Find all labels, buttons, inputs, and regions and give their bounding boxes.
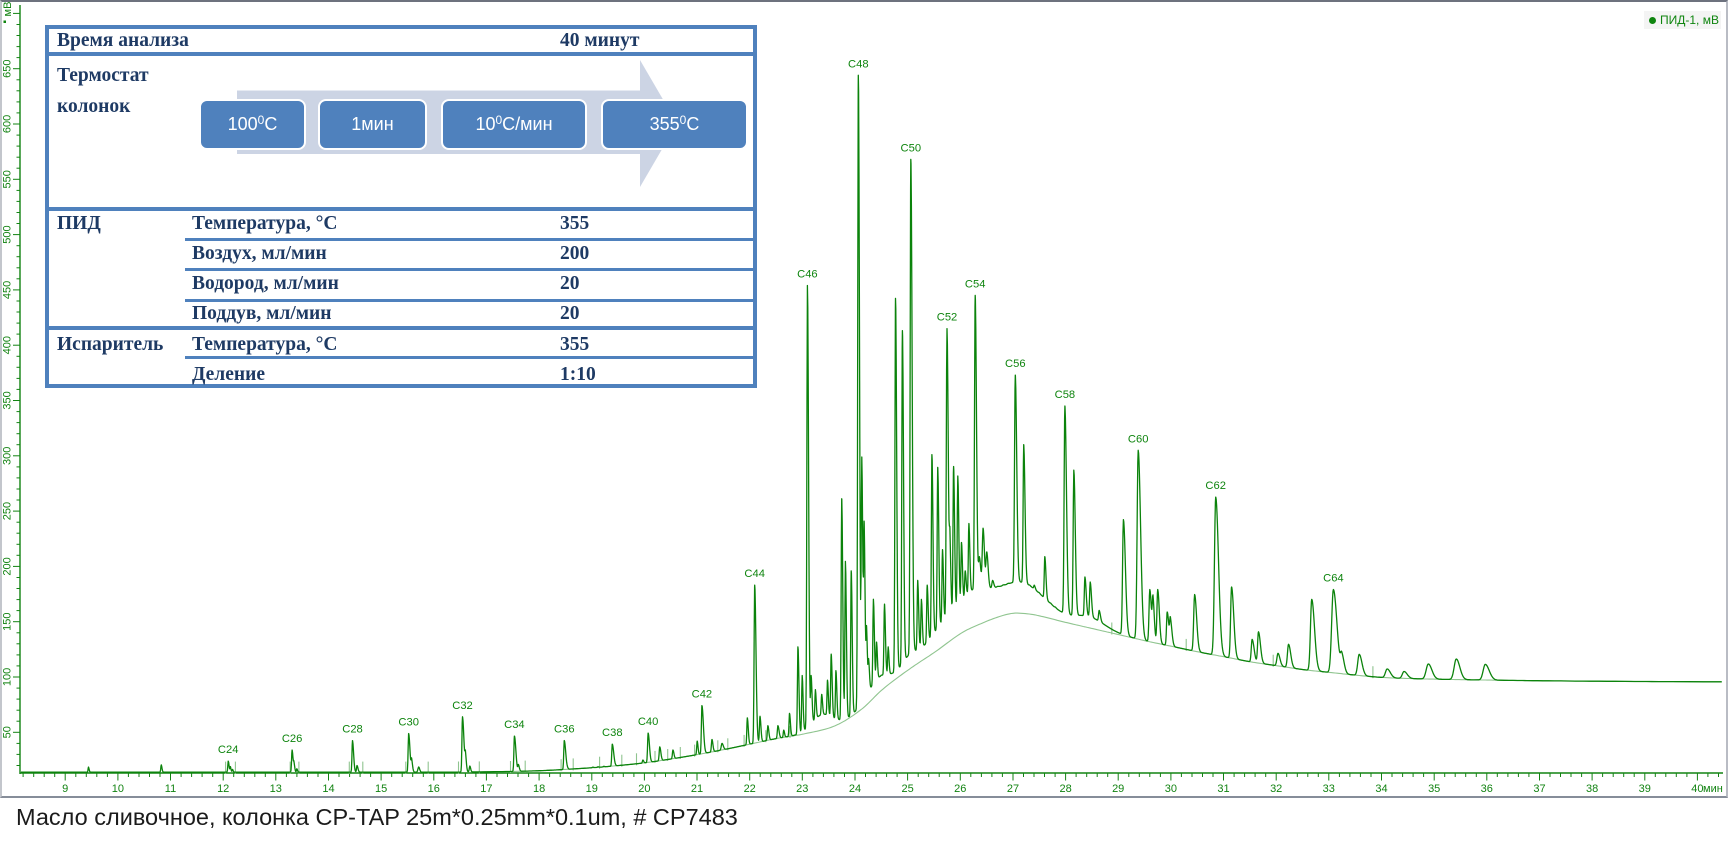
svg-text:25: 25	[901, 783, 913, 795]
svg-text:650: 650	[2, 60, 14, 78]
svg-text:12: 12	[217, 783, 229, 795]
svg-text:18: 18	[533, 783, 545, 795]
svg-text:16: 16	[428, 783, 440, 795]
svg-text:100: 100	[2, 668, 14, 686]
svg-text:22: 22	[744, 783, 756, 795]
svg-text:23: 23	[796, 783, 808, 795]
svg-text:350: 350	[2, 391, 14, 409]
svg-text:C64: C64	[1323, 573, 1344, 585]
svg-text:19: 19	[586, 783, 598, 795]
svg-text:34: 34	[1375, 783, 1387, 795]
svg-text:C24: C24	[218, 744, 239, 756]
svg-text:C60: C60	[1128, 433, 1149, 445]
svg-text:C44: C44	[744, 568, 765, 580]
svg-text:C56: C56	[1005, 358, 1026, 370]
svg-text:C34: C34	[504, 719, 525, 731]
svg-text:31: 31	[1217, 783, 1229, 795]
svg-text:C42: C42	[692, 689, 713, 701]
svg-text:20: 20	[638, 783, 650, 795]
svg-text:14: 14	[322, 783, 334, 795]
svg-text:28: 28	[1059, 783, 1071, 795]
svg-text:C54: C54	[965, 278, 986, 290]
svg-text:40: 40	[1691, 783, 1703, 795]
svg-text:36: 36	[1481, 783, 1493, 795]
svg-text:C30: C30	[398, 717, 419, 729]
svg-text:C40: C40	[638, 716, 659, 728]
svg-text:30: 30	[1165, 783, 1177, 795]
svg-text:C32: C32	[452, 700, 473, 712]
svg-text:32: 32	[1270, 783, 1282, 795]
svg-text:450: 450	[2, 281, 14, 299]
svg-text:600: 600	[2, 115, 14, 133]
svg-text:10: 10	[112, 783, 124, 795]
svg-text:C28: C28	[342, 724, 363, 736]
svg-text:9: 9	[62, 783, 68, 795]
svg-text:C62: C62	[1205, 480, 1226, 492]
svg-text:C38: C38	[602, 727, 623, 739]
svg-text:39: 39	[1639, 783, 1651, 795]
svg-text:27: 27	[1007, 783, 1019, 795]
svg-text:C50: C50	[901, 142, 922, 154]
svg-text:C58: C58	[1055, 389, 1076, 401]
svg-text:C36: C36	[554, 724, 575, 736]
svg-text:мин: мин	[1703, 783, 1723, 795]
svg-text:C48: C48	[848, 58, 869, 70]
svg-text:550: 550	[2, 170, 14, 188]
svg-text:мВ: мВ	[2, 2, 14, 17]
svg-text:500: 500	[2, 225, 14, 243]
svg-text:400: 400	[2, 336, 14, 354]
svg-text:250: 250	[2, 502, 14, 520]
svg-text:300: 300	[2, 447, 14, 465]
svg-text:150: 150	[2, 613, 14, 631]
svg-text:17: 17	[480, 783, 492, 795]
svg-text:35: 35	[1428, 783, 1440, 795]
svg-text:24: 24	[849, 783, 861, 795]
svg-text:200: 200	[2, 557, 14, 575]
svg-text:50: 50	[2, 726, 14, 738]
svg-text:C52: C52	[937, 312, 958, 324]
svg-text:C26: C26	[282, 733, 303, 745]
svg-text:26: 26	[954, 783, 966, 795]
svg-text:13: 13	[270, 783, 282, 795]
svg-text:C46: C46	[797, 269, 818, 281]
svg-text:11: 11	[165, 783, 176, 795]
svg-text:33: 33	[1323, 783, 1335, 795]
svg-text:29: 29	[1112, 783, 1124, 795]
svg-text:38: 38	[1586, 783, 1598, 795]
svg-text:15: 15	[375, 783, 387, 795]
svg-text:21: 21	[691, 783, 703, 795]
svg-text:37: 37	[1533, 783, 1545, 795]
